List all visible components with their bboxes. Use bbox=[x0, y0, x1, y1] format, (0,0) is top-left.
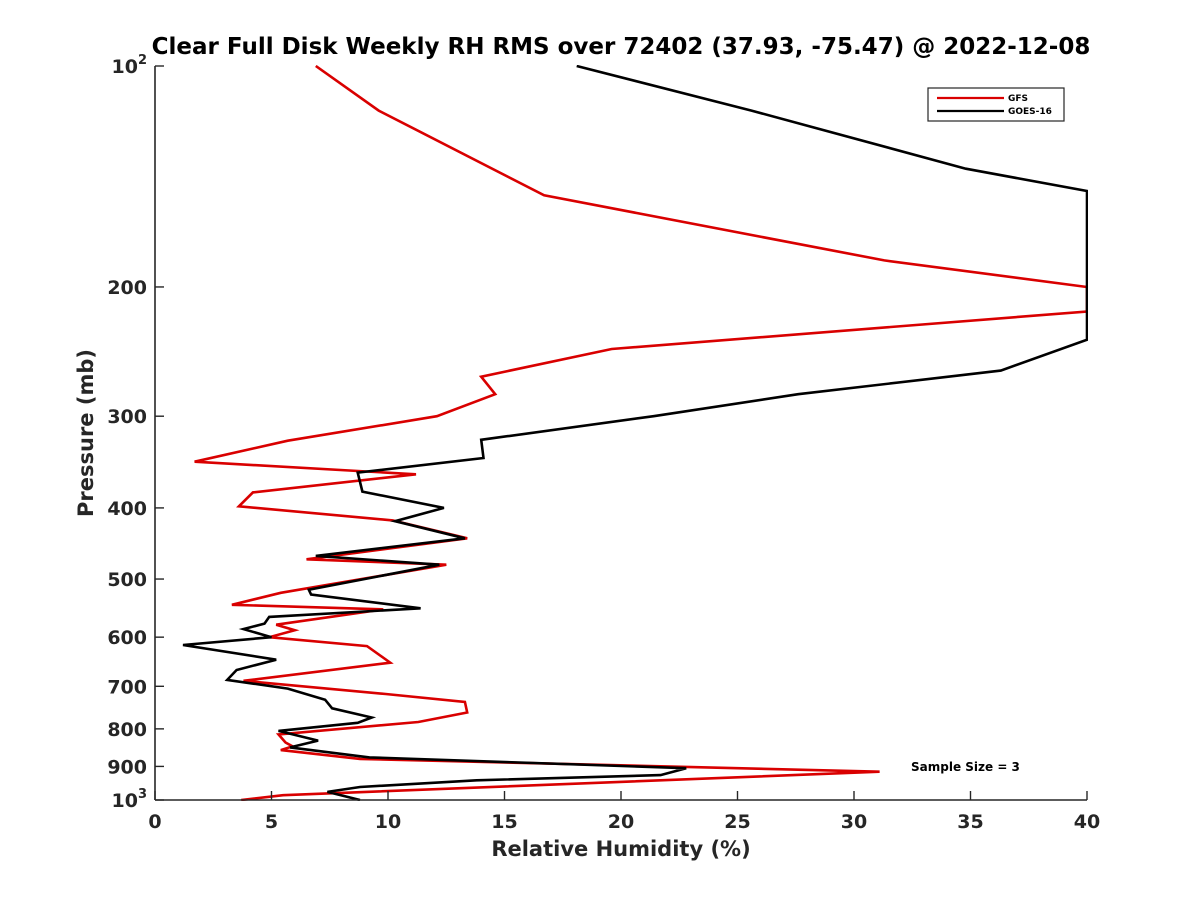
series-layer bbox=[182, 65, 1088, 801]
x-tick-label: 30 bbox=[841, 811, 867, 833]
y-tick-label: 700 bbox=[107, 676, 147, 698]
x-axis-title: Relative Humidity (%) bbox=[491, 837, 750, 861]
y-tick-label: 900 bbox=[107, 756, 147, 778]
y-tick-label: 200 bbox=[107, 277, 147, 299]
series-line-gfs bbox=[194, 65, 1088, 801]
series-line-goes16 bbox=[182, 65, 1088, 801]
legend-label-goes16: GOES-16 bbox=[1008, 107, 1052, 117]
y-axis-title: Pressure (mb) bbox=[74, 349, 98, 517]
y-tick-label: 500 bbox=[107, 569, 147, 591]
legend-label-gfs: GFS bbox=[1008, 94, 1028, 104]
y-tick-label: 400 bbox=[107, 498, 147, 520]
y-tick-label: 600 bbox=[107, 627, 147, 649]
x-tick-label: 5 bbox=[265, 811, 278, 833]
x-tick-label: 0 bbox=[148, 811, 161, 833]
x-tick-label: 20 bbox=[608, 811, 634, 833]
x-tick-label: 10 bbox=[375, 811, 401, 833]
y-tick-label: 300 bbox=[107, 406, 147, 428]
x-tick-label: 15 bbox=[491, 811, 517, 833]
legend-box bbox=[927, 87, 1065, 122]
y-axis-ticks: 102 200 300 400 500 600 700 800 900 103 bbox=[107, 53, 164, 812]
legend: GFS GOES-16 bbox=[927, 87, 1065, 122]
y-tick-label: 102 bbox=[112, 53, 148, 78]
x-tick-label: 25 bbox=[724, 811, 750, 833]
sample-size-annotation: Sample Size = 3 bbox=[911, 760, 1020, 774]
y-tick-label: 103 bbox=[112, 787, 148, 812]
x-axis-ticks: 0 5 10 15 20 25 30 35 40 bbox=[148, 791, 1100, 833]
chart-title: Clear Full Disk Weekly RH RMS over 72402… bbox=[152, 34, 1091, 60]
x-tick-label: 35 bbox=[957, 811, 983, 833]
y-tick-label: 800 bbox=[107, 719, 147, 741]
x-tick-label: 40 bbox=[1074, 811, 1100, 833]
